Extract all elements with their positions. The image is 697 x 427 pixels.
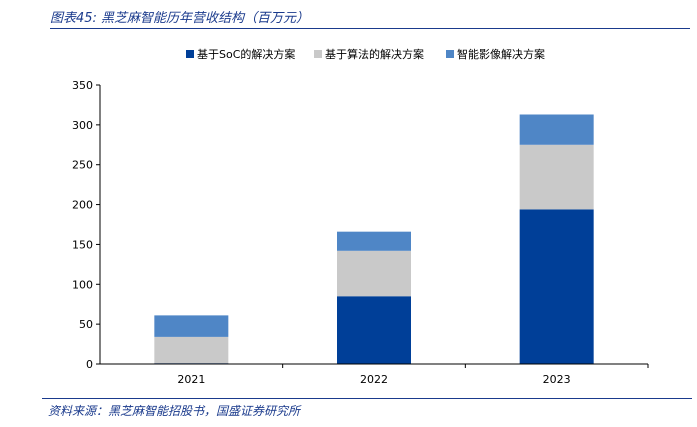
- legend-label: 智能影像解决方案: [457, 47, 545, 61]
- bar-segment-2022-series-1: [337, 296, 411, 364]
- legend-swatch: [314, 50, 322, 58]
- x-tick-label: 2023: [543, 373, 571, 386]
- y-axis-ticks: 0 50 100 150 200 250 300 350: [72, 79, 100, 371]
- bars: [154, 114, 594, 364]
- y-tick-label: 50: [79, 318, 93, 331]
- bar-segment-2021-series-2: [154, 336, 229, 364]
- bar-segment-2022-series-2: [337, 250, 411, 297]
- source-divider: [42, 398, 692, 399]
- title-divider: [50, 28, 690, 29]
- legend-swatch: [446, 50, 454, 58]
- legend-label: 基于算法的解决方案: [325, 47, 424, 61]
- legend: 基于SoC的解决方案 基于算法的解决方案 智能影像解决方案: [186, 47, 545, 61]
- y-tick-label: 350: [72, 79, 93, 92]
- figure-title: 图表45: 黑芝麻智能历年营收结构（百万元）: [50, 11, 310, 26]
- y-tick-label: 200: [72, 199, 93, 212]
- source-note: 资料来源：黑芝麻智能招股书，国盛证券研究所: [48, 404, 301, 418]
- bar-segment-2021-series-3: [154, 315, 229, 337]
- y-tick-label: 0: [86, 358, 93, 371]
- legend-label: 基于SoC的解决方案: [197, 47, 295, 61]
- bar-segment-2023-series-1: [519, 209, 594, 364]
- y-tick-label: 300: [72, 119, 93, 132]
- y-tick-label: 150: [72, 238, 93, 251]
- bar-segment-2023-series-3: [519, 114, 594, 145]
- y-tick-label: 100: [72, 278, 93, 291]
- x-tick-label: 2022: [360, 373, 388, 386]
- legend-swatch: [186, 50, 194, 58]
- bar-segment-2022-series-3: [337, 231, 411, 251]
- x-axis-ticks: 2021 2022 2023: [177, 364, 649, 386]
- bar-segment-2023-series-2: [519, 144, 594, 210]
- x-tick-label: 2021: [177, 373, 205, 386]
- y-tick-label: 250: [72, 159, 93, 172]
